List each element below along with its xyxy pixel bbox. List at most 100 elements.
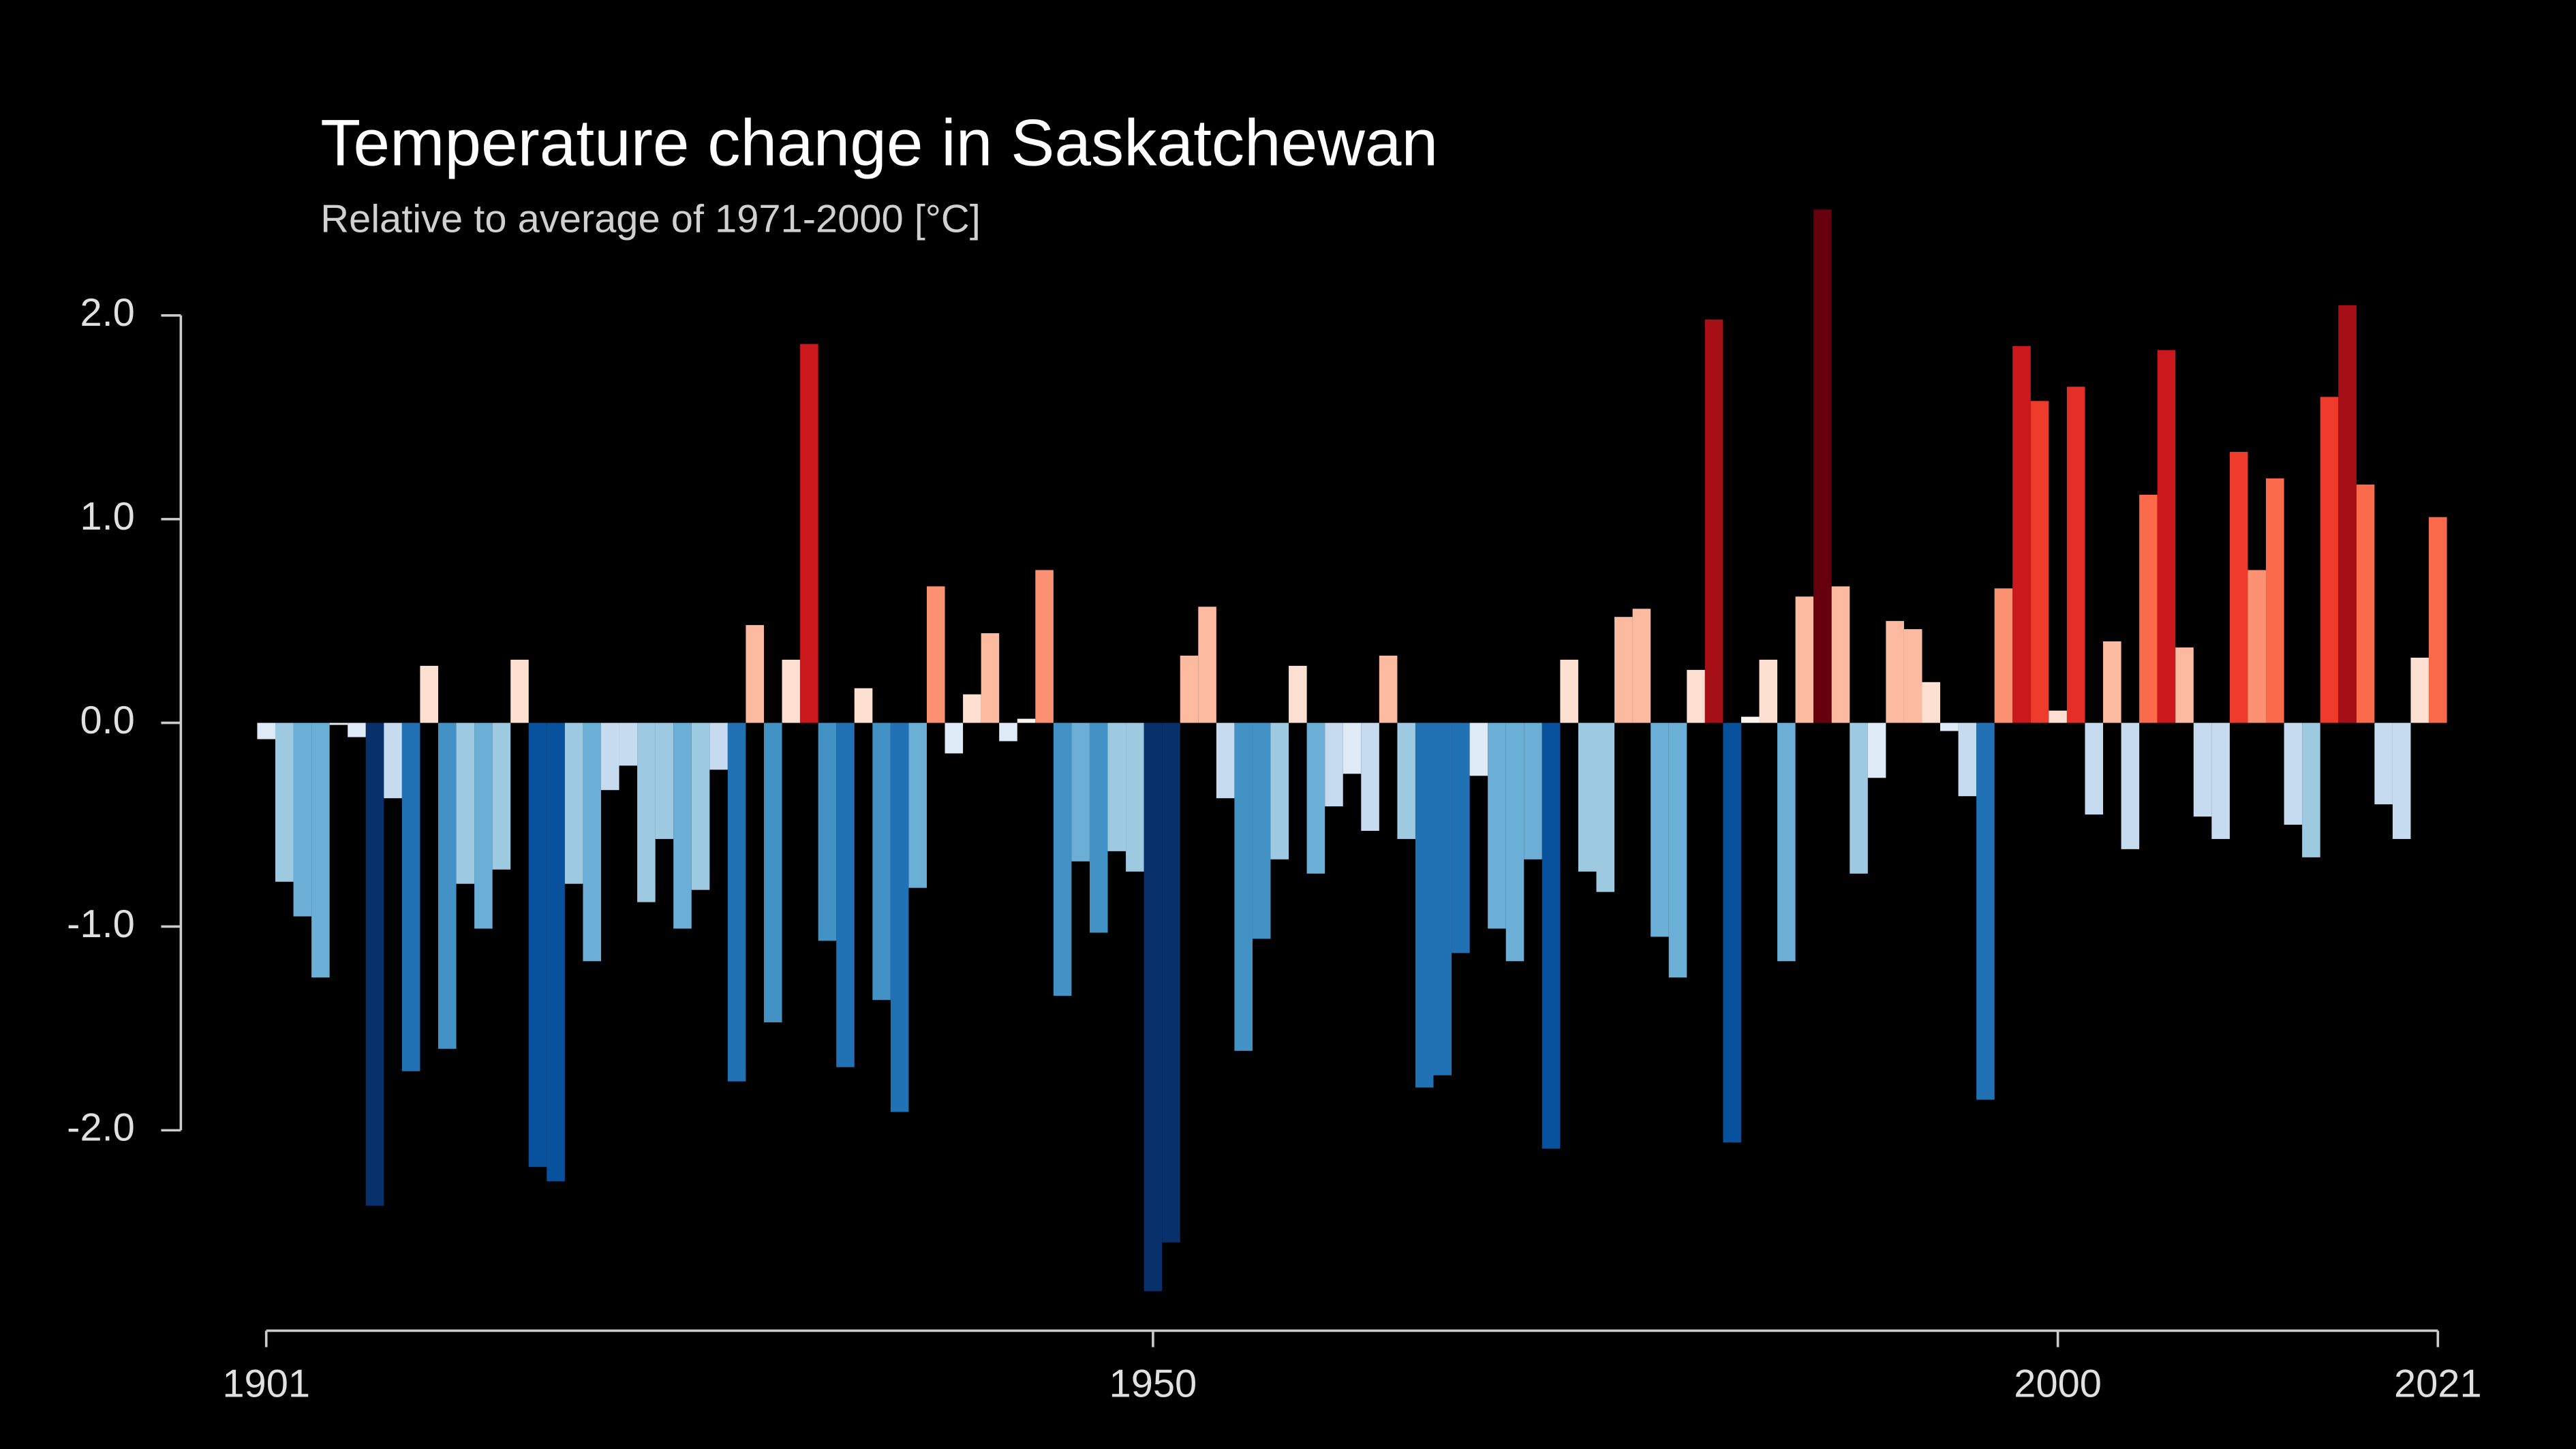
bar	[963, 694, 981, 723]
bar	[1035, 570, 1054, 723]
bar	[1723, 722, 1741, 1143]
bar	[2374, 722, 2393, 805]
bar	[908, 722, 927, 888]
bar	[854, 688, 873, 723]
bar	[1741, 716, 1760, 723]
bar	[1379, 655, 1398, 723]
bar	[1144, 722, 1163, 1292]
bar	[1415, 722, 1434, 1088]
bar	[1922, 682, 1941, 723]
bar	[1071, 722, 1090, 861]
bar	[1903, 629, 1922, 723]
bar	[1452, 722, 1470, 954]
bar	[1198, 607, 1216, 723]
bar	[456, 722, 475, 884]
bar	[2338, 305, 2357, 723]
bar	[1976, 722, 1995, 1100]
bar	[1596, 722, 1615, 892]
bar	[420, 665, 438, 723]
bar	[800, 344, 818, 723]
bar	[329, 722, 348, 725]
bar	[2392, 722, 2411, 839]
bar	[2121, 722, 2140, 849]
bar	[1216, 722, 1235, 799]
bar	[1831, 586, 1850, 723]
bar	[818, 722, 837, 941]
x-tick-label: 2000	[2014, 1362, 2102, 1406]
bar	[1542, 722, 1561, 1149]
bar	[384, 722, 402, 799]
bar	[1488, 722, 1506, 929]
bar	[365, 722, 384, 1206]
bar	[1560, 659, 1578, 723]
bar	[1180, 655, 1199, 723]
bar	[2320, 397, 2339, 723]
bar	[2066, 386, 2085, 723]
bar	[782, 659, 801, 723]
bar	[2302, 722, 2320, 857]
bar	[1361, 722, 1379, 832]
bar	[2103, 641, 2121, 723]
y-tick-label: 0.0	[80, 699, 134, 742]
bar	[637, 722, 656, 902]
bar	[1759, 659, 1778, 723]
bar	[709, 722, 728, 770]
bar	[492, 722, 511, 870]
y-tick-label: -1.0	[67, 902, 135, 946]
bar	[1234, 722, 1253, 1051]
bar	[872, 722, 891, 1001]
bar	[1343, 722, 1362, 774]
bar	[1252, 722, 1271, 939]
bar	[1578, 722, 1597, 872]
bar	[528, 722, 547, 1168]
bar	[510, 659, 529, 723]
bar	[1505, 722, 1524, 962]
bar	[474, 722, 493, 929]
bar	[2229, 452, 2248, 723]
bar	[2139, 494, 2158, 723]
bar	[2030, 401, 2049, 723]
bar	[600, 722, 619, 791]
bar	[1795, 596, 1814, 723]
bar	[2410, 657, 2429, 723]
bar	[1469, 722, 1488, 776]
bar	[727, 722, 746, 1082]
x-tick-label: 1950	[1109, 1362, 1197, 1406]
bar	[1994, 588, 2013, 723]
bar	[1433, 722, 1452, 1076]
bar	[2085, 722, 2104, 815]
bar	[746, 625, 764, 723]
bar	[1850, 722, 1868, 874]
bar	[2284, 722, 2303, 825]
bar	[1614, 617, 1633, 723]
bar	[1524, 722, 1542, 859]
chart-title: Temperature change in Saskatchewan	[320, 106, 1438, 179]
bar	[2175, 647, 2194, 723]
bar	[1958, 722, 1977, 797]
bar	[583, 722, 601, 962]
y-tick-label: -2.0	[67, 1106, 135, 1150]
x-tick-label: 1901	[222, 1362, 310, 1406]
bar	[691, 722, 710, 890]
bar	[890, 722, 909, 1112]
bar	[1886, 621, 1904, 723]
bar	[1668, 722, 1687, 978]
bar	[2049, 710, 2067, 723]
bar	[2211, 722, 2230, 839]
bar	[2157, 350, 2176, 723]
bar	[1687, 669, 1705, 723]
bar	[999, 722, 1017, 742]
bar	[1306, 722, 1325, 874]
bar	[1325, 722, 1343, 807]
bar	[1089, 722, 1108, 933]
bar	[1162, 722, 1180, 1242]
bar	[926, 586, 945, 723]
bar	[655, 722, 674, 839]
bar	[564, 722, 583, 884]
bar	[438, 722, 457, 1049]
x-tick-label: 2021	[2394, 1362, 2482, 1406]
bar	[1704, 319, 1723, 723]
bar	[1940, 722, 1959, 731]
bar	[257, 722, 275, 739]
